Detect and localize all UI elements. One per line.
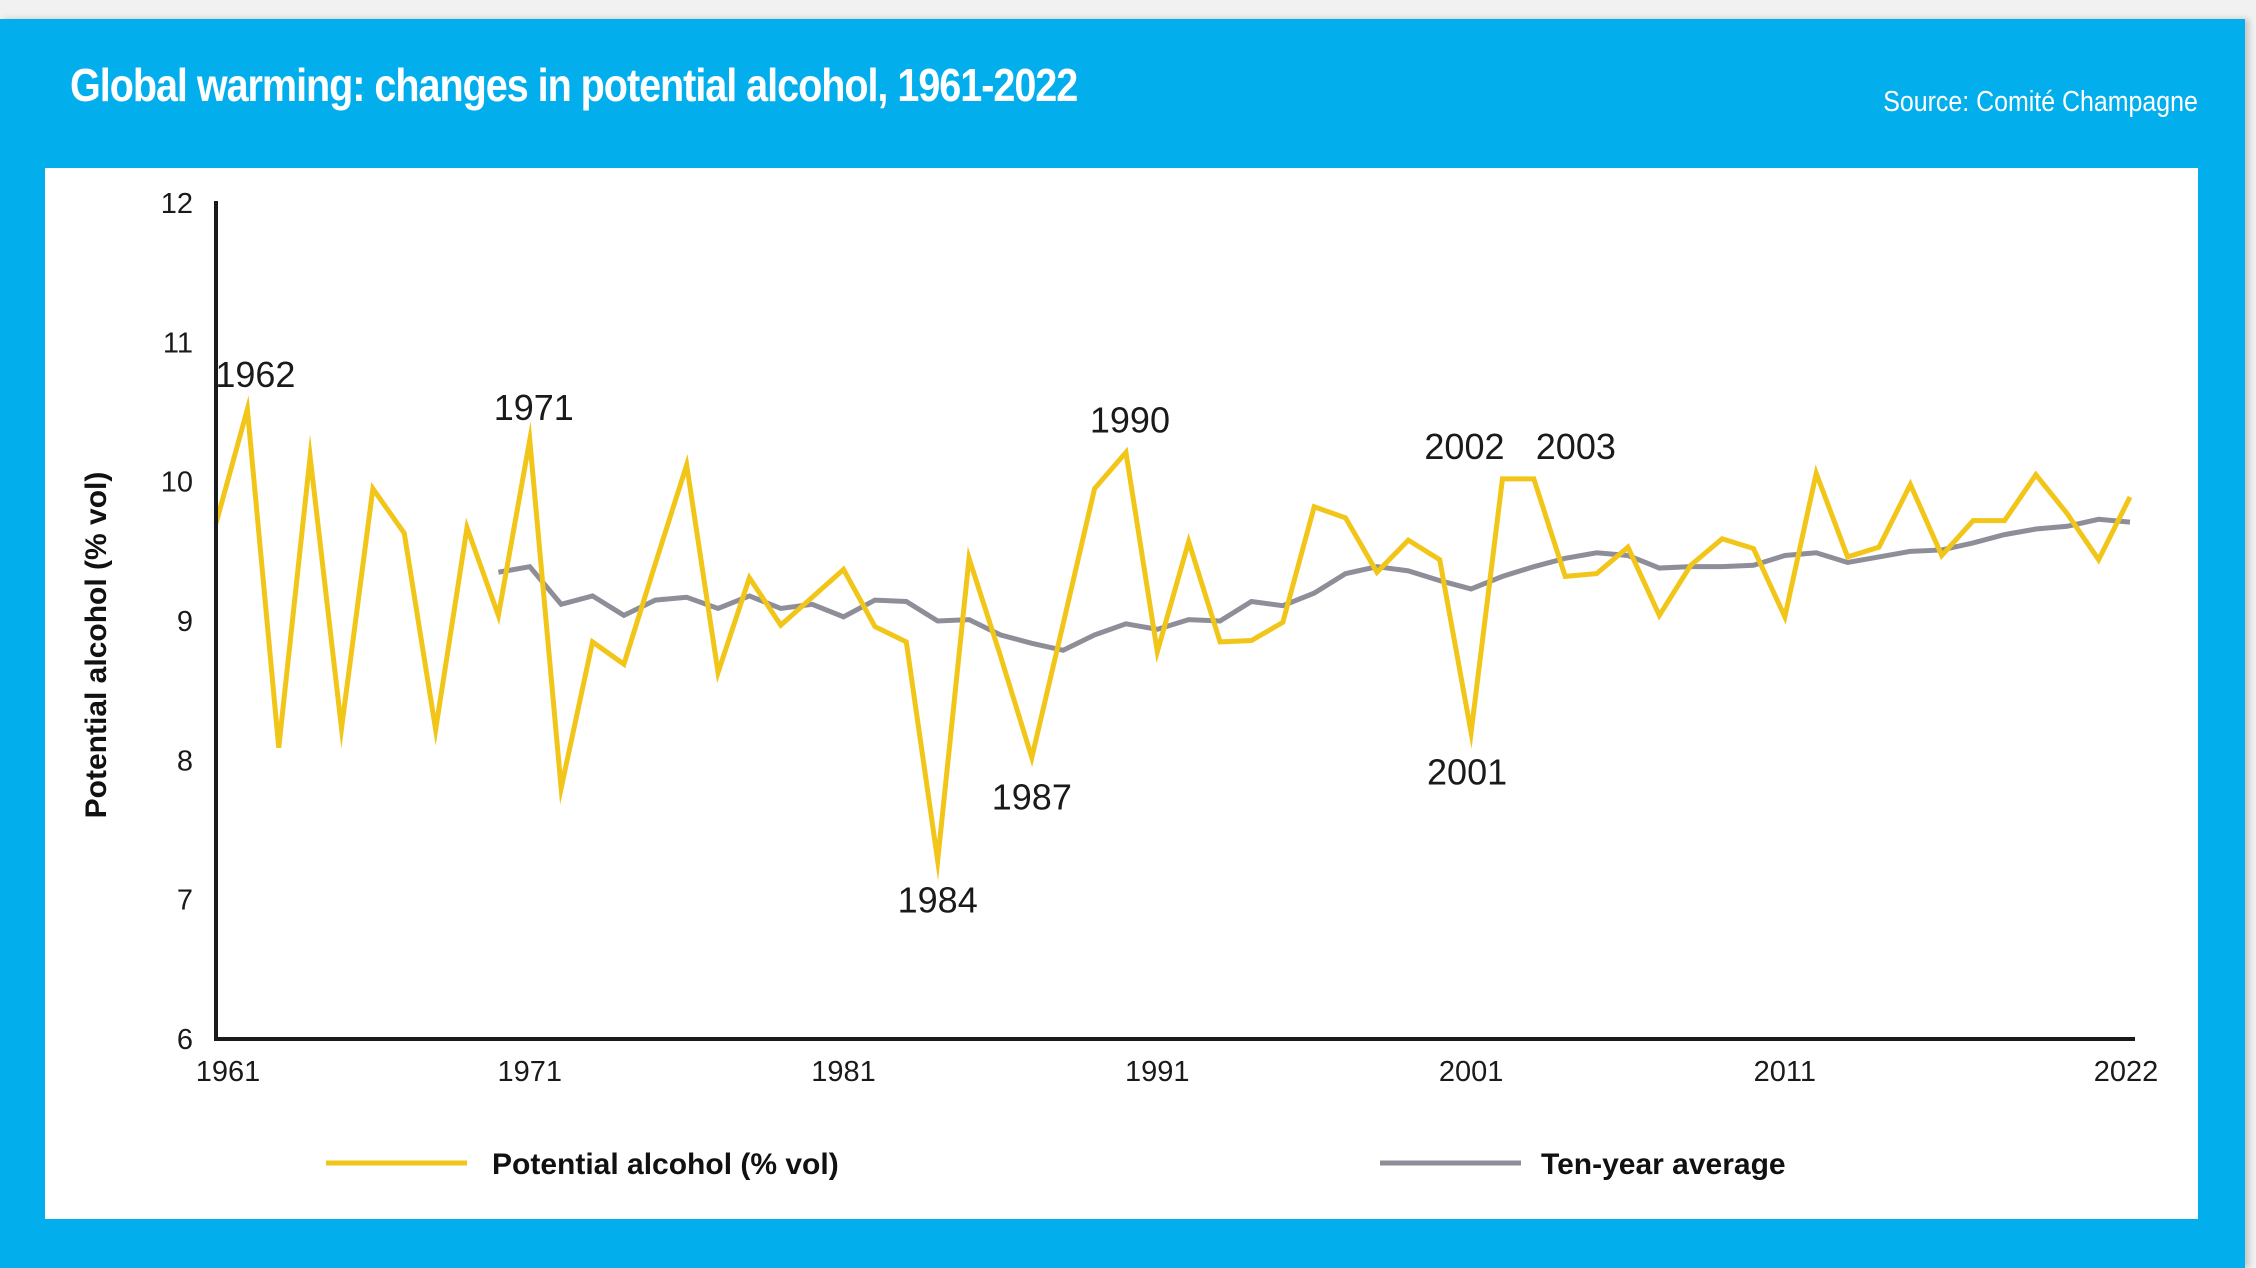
x-tick-label: 2001 [1439, 1056, 1504, 1088]
annotation-2003: 2003 [1536, 426, 1616, 467]
legend: Potential alcohol (% vol) Ten-year avera… [326, 1148, 1786, 1181]
y-axis-ticks: 6 7 8 9 10 11 12 [161, 188, 193, 1056]
x-tick-label: 2022 [2094, 1056, 2159, 1088]
x-tick-label: 1981 [811, 1056, 876, 1088]
chart-title: Global warming: changes in potential alc… [70, 59, 1078, 111]
legend-label-potential-alcohol: Potential alcohol (% vol) [492, 1148, 839, 1181]
y-tick-label: 11 [163, 327, 193, 359]
annotation-2002: 2002 [1424, 426, 1504, 467]
annotation-2001: 2001 [1427, 751, 1507, 792]
y-tick-label: 8 [177, 745, 193, 777]
annotation-1962: 1962 [215, 354, 295, 395]
annotation-1987: 1987 [992, 777, 1072, 818]
series-line-potential-alcohol [213, 395, 2133, 882]
x-tick-label: 2011 [1754, 1056, 1816, 1088]
annotation-1971: 1971 [494, 387, 574, 428]
annotation-1984: 1984 [898, 880, 978, 921]
y-axis-label: Potential alcohol (% vol) [80, 472, 113, 819]
annotations: 1962 1971 1984 1987 1990 2001 2002 2003 [215, 354, 1616, 920]
source-credit: Source: Comité Champagne [1883, 86, 2198, 118]
x-tick-label: 1991 [1125, 1056, 1190, 1088]
x-tick-label: 1971 [498, 1056, 563, 1088]
y-tick-label: 9 [177, 606, 193, 638]
legend-label-ten-year-average: Ten-year average [1541, 1148, 1786, 1181]
y-tick-label: 10 [161, 467, 193, 499]
y-tick-label: 6 [177, 1024, 193, 1056]
y-tick-label: 7 [177, 885, 193, 917]
x-tick-label: 1961 [196, 1056, 261, 1088]
x-axis-ticks: 1961 1971 1981 1991 2001 2011 2022 [196, 1056, 2159, 1088]
annotation-1990: 1990 [1090, 399, 1170, 440]
plot-panel [45, 168, 2198, 1219]
series-lines [213, 395, 2133, 882]
y-tick-label: 12 [161, 188, 193, 220]
series-line-ten-year-average [497, 516, 2131, 653]
